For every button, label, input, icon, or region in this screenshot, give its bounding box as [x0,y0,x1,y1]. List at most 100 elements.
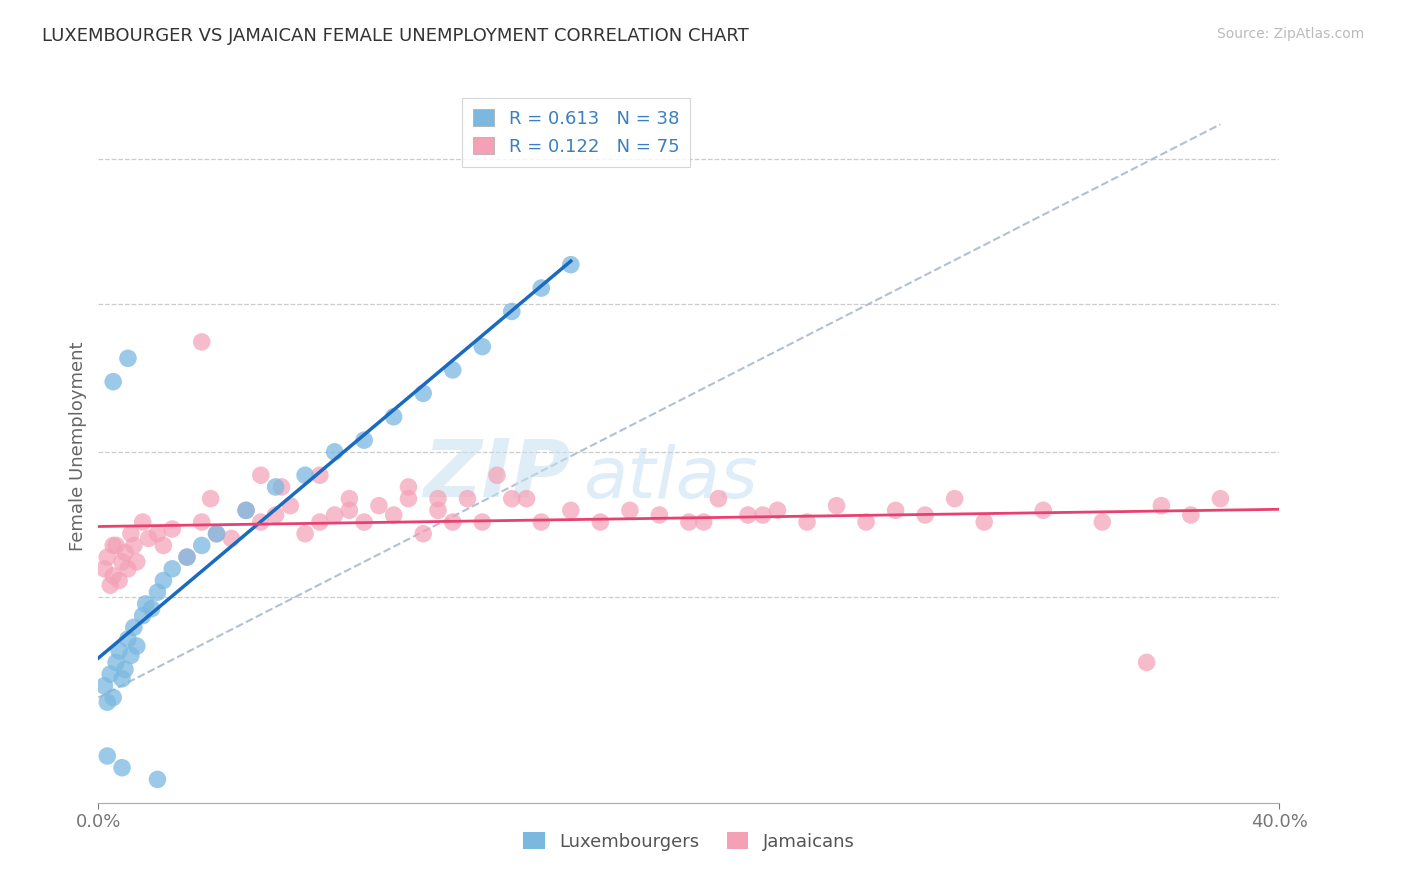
Text: ZIP: ZIP [423,435,571,514]
Point [693,515,716,529]
Point [530,281,553,295]
Point [122,538,145,552]
Point [205,526,228,541]
Point [471,515,494,529]
Point [162,522,183,536]
Point [368,499,391,513]
Point [796,515,818,529]
Text: atlas: atlas [582,443,758,513]
Text: LUXEMBOURGER VS JAMAICAN FEMALE UNEMPLOYMENT CORRELATION CHART: LUXEMBOURGER VS JAMAICAN FEMALE UNEMPLOY… [42,27,749,45]
Point [117,562,139,576]
Point [270,480,292,494]
Point [205,526,228,541]
Point [98,578,121,592]
Point [973,515,995,529]
Y-axis label: Female Unemployment: Female Unemployment [69,342,87,550]
Point [560,503,582,517]
Point [884,503,907,517]
Point [146,585,169,599]
Point [382,508,405,522]
Point [427,491,450,506]
Point [250,468,273,483]
Point [96,695,118,709]
Point [471,340,494,354]
Point [337,503,360,517]
Point [135,597,157,611]
Point [98,667,121,681]
Point [141,601,163,615]
Point [111,555,134,569]
Point [93,679,115,693]
Point [501,491,523,506]
Point [264,480,287,494]
Point [1032,503,1054,517]
Point [96,749,118,764]
Point [191,538,214,552]
Point [138,532,160,546]
Point [176,550,198,565]
Point [323,508,346,522]
Point [1135,656,1157,670]
Point [501,304,523,318]
Point [103,569,125,583]
Point [427,503,450,517]
Point [114,545,136,559]
Point [93,562,115,576]
Point [125,555,148,569]
Point [120,648,142,663]
Text: Source: ZipAtlas.com: Source: ZipAtlas.com [1216,27,1364,41]
Point [122,620,145,634]
Point [114,662,136,676]
Point [396,491,419,506]
Point [766,503,789,517]
Point [132,515,155,529]
Point [530,515,553,529]
Point [132,608,155,623]
Point [294,526,316,541]
Point [152,538,174,552]
Point [751,508,773,522]
Legend: Luxembourgers, Jamaicans: Luxembourgers, Jamaicans [516,825,862,858]
Point [619,503,641,517]
Point [589,515,612,529]
Point [146,772,169,787]
Point [146,526,169,541]
Point [294,468,316,483]
Point [914,508,936,522]
Point [516,491,538,506]
Point [219,532,243,546]
Point [264,508,287,522]
Point [353,433,375,447]
Point [396,480,419,494]
Point [117,632,139,646]
Point [412,526,434,541]
Point [441,363,464,377]
Point [855,515,877,529]
Point [200,491,222,506]
Point [235,503,257,517]
Point [191,515,214,529]
Point [678,515,700,529]
Point [105,538,128,552]
Point [111,761,134,775]
Point [309,515,332,529]
Point [117,351,139,366]
Point [382,409,405,424]
Point [486,468,509,483]
Point [108,574,131,588]
Point [176,550,198,565]
Point [323,445,346,459]
Point [162,562,183,576]
Point [560,258,582,272]
Point [943,491,966,506]
Point [250,515,273,529]
Point [309,468,332,483]
Point [441,515,464,529]
Point [1150,499,1173,513]
Point [337,491,360,506]
Point [103,375,125,389]
Point [96,550,118,565]
Point [1209,491,1232,506]
Point [152,574,174,588]
Point [125,639,148,653]
